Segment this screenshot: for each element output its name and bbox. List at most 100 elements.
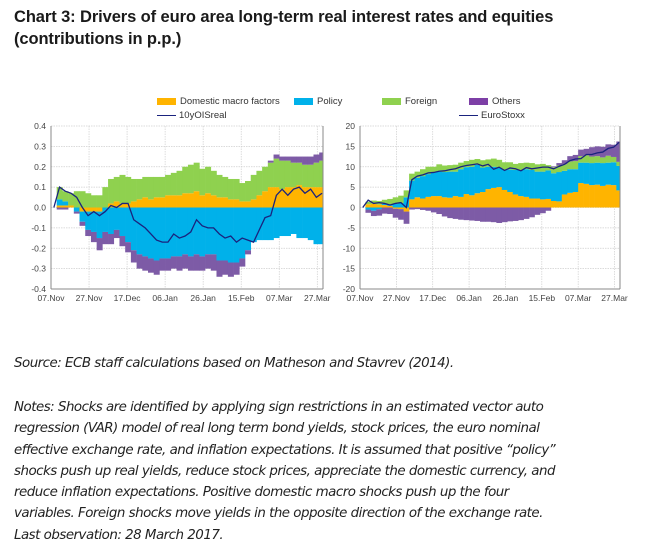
bar-segment-others <box>193 254 200 271</box>
bar-segment-policy <box>583 162 590 184</box>
bar-segment-foreign <box>370 200 377 204</box>
bar-segment-policy <box>578 162 584 184</box>
bar-segment-policy <box>307 207 314 241</box>
bar-segment-policy <box>414 177 421 198</box>
x-tick-label: 07.Nov <box>38 293 66 303</box>
bar-segment-domestic-macro-factors <box>567 192 574 208</box>
bar-segment-others <box>463 207 470 221</box>
bar-segment-foreign <box>572 161 579 170</box>
bar-segment-policy <box>441 172 448 198</box>
bar-segment-foreign <box>233 178 240 200</box>
bar-segment-foreign <box>441 165 448 173</box>
bar-segment-policy <box>148 207 155 259</box>
bar-segment-others <box>176 256 183 271</box>
bar-segment-foreign <box>381 199 388 204</box>
bar-segment-foreign <box>436 164 443 172</box>
bar-segment-policy <box>90 211 97 232</box>
bar-segment-domestic-macro-factors <box>79 207 86 212</box>
bar-segment-others <box>222 260 229 275</box>
bar-segment-domestic-macro-factors <box>501 189 508 208</box>
bar-segment-domestic-macro-factors <box>62 205 69 208</box>
bar-segment-foreign <box>430 166 437 173</box>
bar-segment-policy <box>365 207 372 210</box>
bar-segment-foreign <box>205 166 212 194</box>
bar-segment-foreign <box>485 159 492 167</box>
bar-segment-foreign <box>119 174 126 204</box>
bar-segment-foreign <box>392 197 399 204</box>
bar-segment-foreign <box>96 195 103 208</box>
bar-segment-domestic-macro-factors <box>381 205 388 208</box>
bar-segment-domestic-macro-factors <box>170 195 177 208</box>
bar-segment-policy <box>534 171 541 199</box>
notes-line: reduce inflation expectations. Positive … <box>14 485 509 501</box>
bar-segment-policy <box>572 169 579 193</box>
bar-segment-foreign <box>480 160 486 168</box>
bar-segment-foreign <box>307 164 314 188</box>
bar-segment-policy <box>296 207 303 239</box>
bar-segment-foreign <box>62 191 69 202</box>
chart-title-line-2: (contributions in p.p.) <box>14 30 182 48</box>
bar-segment-others <box>392 208 399 218</box>
bar-segment-domestic-macro-factors <box>216 197 223 208</box>
bar-segment-others <box>381 207 388 214</box>
bar-segment-foreign <box>142 176 149 198</box>
bar-segment-others <box>85 229 92 237</box>
bar-segment-policy <box>73 207 80 212</box>
bar-segment-domestic-macro-factors <box>540 199 546 208</box>
bar-segment-domestic-macro-factors <box>458 196 464 208</box>
bar-segment-others <box>512 207 519 221</box>
bar-segment-foreign <box>165 174 172 196</box>
bar-segment-domestic-macro-factors <box>518 196 524 208</box>
bar-segment-others <box>540 207 546 214</box>
bar-segment-foreign <box>463 161 470 168</box>
bar-segment-policy <box>556 172 563 202</box>
bar-segment-foreign <box>561 164 568 171</box>
bar-segment-domestic-macro-factors <box>319 187 324 208</box>
bar-segment-domestic-macro-factors <box>85 207 92 212</box>
bar-segment-policy <box>594 162 601 185</box>
notes-line: Last observation: 28 March 2017. <box>14 527 224 543</box>
bar-segment-domestic-macro-factors <box>193 191 200 208</box>
bar-segment-policy <box>447 171 454 198</box>
bar-segment-policy <box>610 162 617 186</box>
bar-segment-domestic-macro-factors <box>425 196 432 208</box>
bar-segment-others <box>307 156 314 165</box>
notes-line: effective exchange rate, and inflation e… <box>14 442 556 458</box>
bar-segment-foreign <box>250 174 257 200</box>
x-tick-label: 27.Nov <box>76 293 104 303</box>
bar-segment-foreign <box>210 170 217 196</box>
bar-segment-foreign <box>447 165 454 172</box>
y-tick-label: -20 <box>343 284 356 294</box>
bar-segment-policy <box>474 164 481 194</box>
bar-segment-domestic-macro-factors <box>284 187 291 208</box>
bar-segment-others <box>518 207 524 221</box>
y-tick-label: 0.2 <box>34 162 46 172</box>
x-tick-label: 17.Dec <box>419 293 447 303</box>
bar-segment-others <box>425 207 432 211</box>
bar-segment-policy <box>170 207 177 257</box>
bar-segment-domestic-macro-factors <box>273 187 280 208</box>
bar-segment-foreign <box>130 178 137 202</box>
chart-title-line-1: Chart 3: Drivers of euro area long-term … <box>14 8 554 26</box>
bar-segment-domestic-macro-factors <box>414 197 421 208</box>
bar-segment-others <box>187 256 194 271</box>
bar-segment-foreign <box>227 178 234 200</box>
bar-segment-foreign <box>583 155 590 163</box>
bar-segment-policy <box>616 165 621 191</box>
bar-segment-others <box>284 156 291 161</box>
bar-segment-policy <box>284 207 291 237</box>
bar-segment-others <box>227 262 234 277</box>
bar-segment-foreign <box>319 160 324 188</box>
bar-segment-foreign <box>594 156 601 163</box>
bar-segment-policy <box>227 207 234 263</box>
bar-segment-foreign <box>403 190 410 198</box>
bar-segment-policy <box>507 169 514 193</box>
bar-segment-others <box>119 236 126 247</box>
bar-segment-domestic-macro-factors <box>56 205 63 208</box>
bar-segment-policy <box>62 201 69 206</box>
bar-segment-others <box>550 166 557 168</box>
bar-segment-policy <box>222 207 229 261</box>
bar-segment-others <box>469 207 475 221</box>
bar-segment-foreign <box>159 176 166 198</box>
bar-segment-domestic-macro-factors <box>302 187 309 208</box>
